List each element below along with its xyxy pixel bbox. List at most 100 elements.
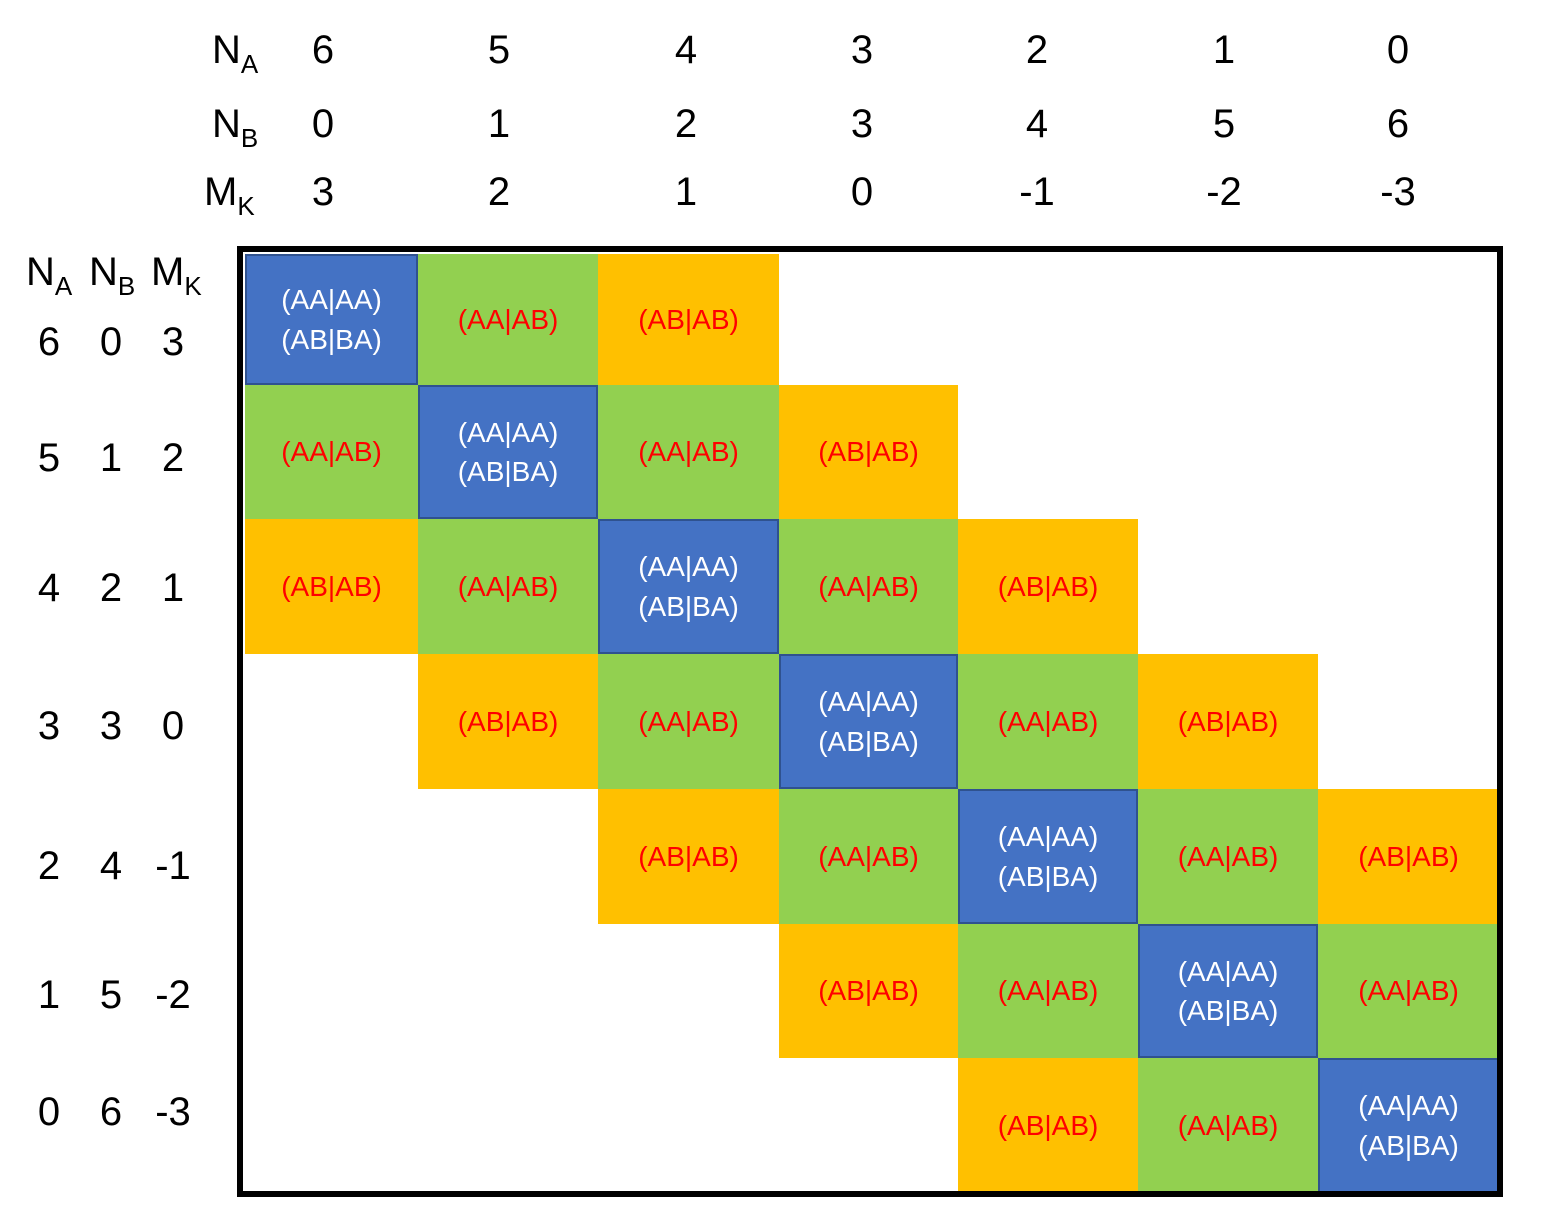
col-header-mk-0: 3 <box>311 170 335 214</box>
col-header-nb-4: 4 <box>1025 102 1049 146</box>
block-r6-c4: (AB|AB) <box>958 1058 1138 1193</box>
block-r1-c3: (AB|AB) <box>779 385 958 519</box>
block-label: (AA|AB) <box>281 436 382 468</box>
block-r5-c6: (AA|AB) <box>1318 924 1499 1058</box>
col-header-na-4: 2 <box>1025 28 1049 72</box>
block-label: (AB|AB) <box>997 570 1099 602</box>
block-label: (AB|BA) <box>281 323 382 355</box>
row-header-mk-4: -1 <box>155 844 191 888</box>
block-r3-c3: (AA|AA) (AB|BA) <box>779 654 958 789</box>
col-header-mk-2: 1 <box>674 170 698 214</box>
col-header-label-mk-sub: K <box>237 191 255 221</box>
block-label: (AB|BA) <box>638 590 739 622</box>
block-r4-c4: (AA|AA) (AB|BA) <box>958 789 1138 924</box>
block-label: (AB|BA) <box>1177 995 1279 1026</box>
col-header-label-nb-sub: B <box>240 123 259 153</box>
block-r3-c2: (AA|AB) <box>598 654 779 789</box>
block-r1-c1: (AA|AA) (AB|BA) <box>418 385 598 519</box>
block-label: (AA|AA) <box>638 551 739 583</box>
block-label: (AA|AB) <box>638 705 739 737</box>
block-r0-c0: (AA|AA) (AB|BA) <box>245 254 418 385</box>
block-label: (AA|AA) <box>818 686 919 718</box>
row-header-na-5: 1 <box>37 973 61 1017</box>
col-header-nb-1: 1 <box>487 102 511 146</box>
block-label: (AA|AA) <box>1177 955 1279 987</box>
block-r0-c1: (AA|AB) <box>418 254 598 385</box>
block-r0-c2: (AB|AB) <box>598 254 779 385</box>
row-header-na-2: 4 <box>37 566 61 610</box>
block-label: (AB|AB) <box>281 570 382 602</box>
block-label: (AA|AA) <box>281 284 382 316</box>
col-header-na-1: 5 <box>487 28 511 72</box>
col-header-label-mk-base: M <box>204 170 238 214</box>
row-header-label-mk-sub: K <box>184 271 202 301</box>
block-label: (AB|BA) <box>1358 1129 1459 1161</box>
row-header-label-na: NA <box>26 252 72 299</box>
col-header-mk-3: 0 <box>850 170 874 214</box>
block-label: (AA|AA) <box>1358 1090 1459 1122</box>
block-r6-c5: (AA|AB) <box>1138 1058 1318 1193</box>
col-header-nb-0: 0 <box>311 102 335 146</box>
block-r4-c5: (AA|AB) <box>1138 789 1318 924</box>
col-header-mk-1: 2 <box>487 170 511 214</box>
row-header-label-na-sub: A <box>54 271 73 301</box>
block-label: (AA|AB) <box>457 303 559 335</box>
block-label: (AA|AA) <box>997 821 1099 853</box>
block-r2-c2: (AA|AA) (AB|BA) <box>598 519 779 654</box>
block-label: (AA|AB) <box>638 436 739 468</box>
col-header-label-na-base: N <box>212 28 241 72</box>
col-header-nb-3: 3 <box>850 102 874 146</box>
matrix-frame <box>237 246 1503 1197</box>
block-r4-c3: (AA|AB) <box>779 789 958 924</box>
block-r4-c6: (AB|AB) <box>1318 789 1499 924</box>
row-header-mk-3: 0 <box>161 704 185 748</box>
block-r5-c4: (AA|AB) <box>958 924 1138 1058</box>
block-label: (AB|AB) <box>997 1109 1099 1141</box>
block-r2-c0: (AB|AB) <box>245 519 418 654</box>
block-label: (AB|BA) <box>997 860 1099 892</box>
col-header-na-0: 6 <box>311 28 335 72</box>
row-header-na-4: 2 <box>37 844 61 888</box>
block-label: (AB|AB) <box>457 705 559 737</box>
row-header-nb-3: 3 <box>99 704 123 748</box>
row-header-mk-2: 1 <box>161 566 185 610</box>
block-label: (AA|AB) <box>1177 840 1279 872</box>
row-header-na-1: 5 <box>37 436 61 480</box>
block-label: (AB|BA) <box>818 725 919 757</box>
block-r1-c0: (AA|AB) <box>245 385 418 519</box>
row-header-label-nb-base: N <box>89 250 118 294</box>
row-header-label-mk: MK <box>151 252 202 299</box>
block-r1-c2: (AA|AB) <box>598 385 779 519</box>
block-r2-c4: (AB|AB) <box>958 519 1138 654</box>
block-label: (AB|AB) <box>818 975 919 1007</box>
row-header-mk-1: 2 <box>161 436 185 480</box>
block-label: (AA|AB) <box>818 570 919 602</box>
block-r2-c1: (AA|AB) <box>418 519 598 654</box>
block-label: (AA|AB) <box>997 975 1099 1007</box>
row-header-nb-0: 0 <box>99 320 123 364</box>
col-header-mk-5: -2 <box>1206 170 1242 214</box>
row-header-mk-5: -2 <box>155 973 191 1017</box>
block-r2-c3: (AA|AB) <box>779 519 958 654</box>
row-header-na-6: 0 <box>37 1090 61 1134</box>
block-label: (AB|BA) <box>457 456 559 487</box>
row-header-label-nb: NB <box>89 252 135 299</box>
col-header-na-5: 1 <box>1212 28 1236 72</box>
row-header-nb-2: 2 <box>99 566 123 610</box>
col-header-nb-5: 5 <box>1212 102 1236 146</box>
col-header-label-nb-base: N <box>212 102 241 146</box>
block-label: (AA|AA) <box>457 416 559 448</box>
block-label: (AB|AB) <box>818 436 919 468</box>
col-header-label-nb: NB <box>212 104 258 151</box>
block-r3-c1: (AB|AB) <box>418 654 598 789</box>
row-header-nb-5: 5 <box>99 973 123 1017</box>
col-header-label-na: NA <box>212 30 258 77</box>
col-header-mk-6: -3 <box>1380 170 1416 214</box>
col-header-label-na-sub: A <box>240 49 259 79</box>
row-header-nb-1: 1 <box>99 436 123 480</box>
block-label: (AB|AB) <box>638 840 739 872</box>
col-header-label-mk: MK <box>204 172 255 219</box>
block-r3-c4: (AA|AB) <box>958 654 1138 789</box>
row-header-label-na-base: N <box>26 250 55 294</box>
block-label: (AA|AB) <box>1358 975 1459 1007</box>
